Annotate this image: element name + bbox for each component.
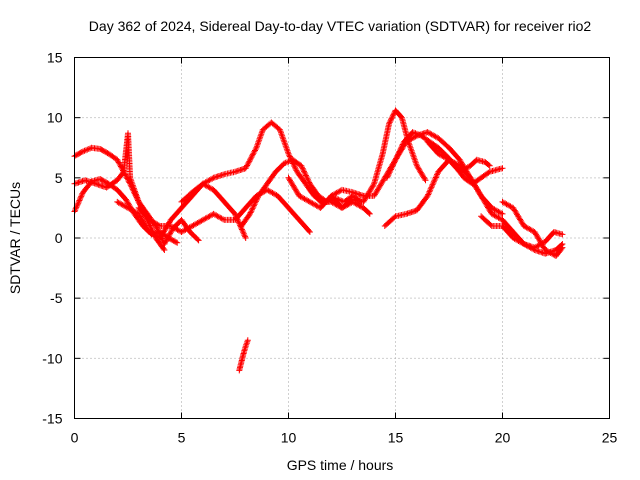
data-mark xyxy=(178,119,326,205)
data-mark xyxy=(328,192,373,217)
data-points xyxy=(71,107,566,374)
x-tick-label: 0 xyxy=(71,430,79,446)
x-tick-label: 10 xyxy=(281,430,297,446)
series-track-5 xyxy=(135,186,313,235)
series-track-11 xyxy=(381,156,566,257)
data-mark xyxy=(424,138,493,175)
data-mark xyxy=(381,156,566,257)
y-axis-label: SDTVAR / TECUs xyxy=(7,182,23,294)
series-track-10 xyxy=(328,192,373,217)
grid-lines xyxy=(74,57,610,419)
y-tick-label: 0 xyxy=(55,230,63,246)
x-tick-label: 20 xyxy=(495,430,511,446)
y-tick-label: 10 xyxy=(47,110,63,126)
data-mark xyxy=(236,337,251,374)
data-mark xyxy=(306,107,429,211)
y-tick-label: -15 xyxy=(42,411,62,427)
x-tick-label: 5 xyxy=(178,430,186,446)
data-mark xyxy=(478,213,566,251)
series-track-6 xyxy=(178,119,326,205)
series-track-9 xyxy=(306,107,429,211)
y-tick-label: -5 xyxy=(50,290,63,306)
y-tick-label: 5 xyxy=(55,170,63,186)
x-axis-label: GPS time / hours xyxy=(287,457,394,473)
x-tick-label: 15 xyxy=(388,430,404,446)
y-tick-label: 15 xyxy=(47,50,63,66)
series-track-15 xyxy=(478,213,566,251)
y-tick-label: -10 xyxy=(42,350,62,366)
series-track-16 xyxy=(236,337,251,374)
tick-labels: 0 5 10 15 20 25 -15 -10 -5 0 5 10 15 xyxy=(42,50,617,446)
series-track-13 xyxy=(424,138,493,175)
data-mark xyxy=(135,186,313,235)
chart-title: Day 362 of 2024, Sidereal Day-to-day VTE… xyxy=(89,18,592,34)
x-tick-label: 25 xyxy=(602,430,618,446)
plot-frame xyxy=(74,57,610,419)
